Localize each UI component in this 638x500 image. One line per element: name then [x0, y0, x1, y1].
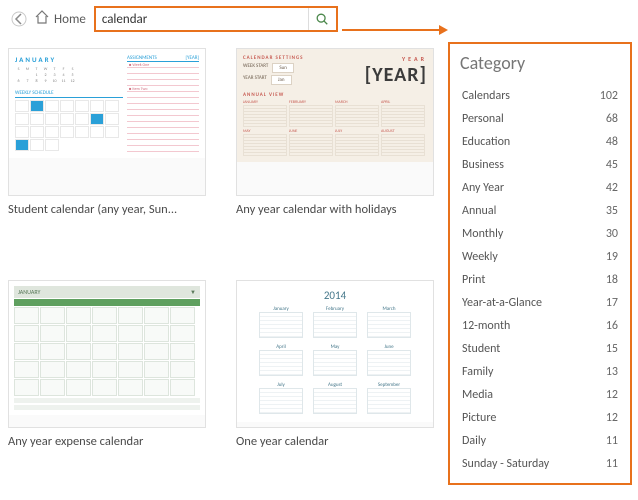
template-thumbnail: JANUARY▼ [8, 280, 206, 428]
thumb-settings: CALENDAR SETTINGS [243, 55, 304, 61]
search-box [94, 6, 338, 32]
category-name: Weekly [462, 250, 498, 264]
category-count: 30 [606, 227, 618, 241]
category-item[interactable]: Business 45 [460, 153, 620, 176]
category-name: Sunday - Saturday [462, 457, 549, 471]
thumb-section: WEEKLY SCHEDULE [15, 90, 123, 98]
back-button[interactable] [8, 8, 30, 30]
thumb-month: JANUARY [18, 288, 40, 296]
category-count: 42 [606, 181, 618, 195]
category-item[interactable]: Print 18 [460, 268, 620, 291]
category-name: Picture [462, 411, 496, 425]
thumb-wkstart: WEEK START [243, 63, 268, 73]
thumb-month: JANUARY [15, 55, 123, 64]
template-item[interactable]: 2014 January February March April May Ju… [236, 280, 434, 486]
thumb-year-b: [YEAR] [365, 63, 427, 87]
annotation-arrow [342, 29, 440, 31]
back-arrow-icon [11, 11, 27, 27]
home-icon[interactable] [34, 9, 50, 29]
category-count: 16 [606, 319, 618, 333]
thumb-year: 2014 [251, 289, 419, 302]
category-count: 18 [606, 273, 618, 287]
category-item[interactable]: Media 12 [460, 383, 620, 406]
thumb-assign: ASSIGNMENTS [127, 55, 157, 61]
category-count: 15 [606, 342, 618, 356]
category-count: 11 [606, 434, 618, 448]
category-count: 35 [606, 204, 618, 218]
category-item[interactable]: Sunday - Saturday 11 [460, 452, 620, 475]
template-item[interactable]: JANUARY SMTWTFS 12345 6789101112 WEEKLY … [8, 48, 206, 254]
category-title: Category [460, 52, 620, 74]
template-gallery: JANUARY SMTWTFS 12345 6789101112 WEEKLY … [8, 42, 438, 485]
template-label: Student calendar (any year, Sun... [8, 202, 206, 217]
category-count: 17 [606, 296, 618, 310]
search-input[interactable] [96, 12, 308, 27]
category-name: Student [462, 342, 500, 356]
category-count: 12 [606, 411, 618, 425]
category-item[interactable]: Personal 68 [460, 107, 620, 130]
category-name: Personal [462, 112, 504, 126]
category-name: Education [462, 135, 510, 149]
category-name: Monthly [462, 227, 503, 241]
template-label: Any year expense calendar [8, 434, 206, 449]
search-button[interactable] [308, 8, 336, 30]
category-item[interactable]: Daily 11 [460, 429, 620, 452]
category-item[interactable]: Calendars 102 [460, 84, 620, 107]
template-thumbnail: CALENDAR SETTINGS WEEK STARTSun YEAR STA… [236, 48, 434, 196]
template-item[interactable]: JANUARY▼ Any year expense calendar [8, 280, 206, 486]
category-name: Business [462, 158, 504, 172]
category-item[interactable]: Family 13 [460, 360, 620, 383]
search-icon [315, 12, 329, 26]
category-name: 12-month [462, 319, 510, 333]
category-item[interactable]: Weekly 19 [460, 245, 620, 268]
category-item[interactable]: Monthly 30 [460, 222, 620, 245]
category-list: Calendars 102 Personal 68 Education 48 Busines… [460, 84, 620, 475]
category-count: 68 [606, 112, 618, 126]
category-item[interactable]: 12-month 16 [460, 314, 620, 337]
category-item[interactable]: Picture 12 [460, 406, 620, 429]
template-label: One year calendar [236, 434, 434, 449]
category-name: Annual [462, 204, 496, 218]
category-count: 13 [606, 365, 618, 379]
category-name: Daily [462, 434, 486, 448]
category-count: 12 [606, 388, 618, 402]
category-item[interactable]: Year-at-a-Glance 17 [460, 291, 620, 314]
thumb-year-s: YEAR [365, 55, 427, 63]
category-item[interactable]: Student 15 [460, 337, 620, 360]
thumb-yrstart: YEAR START [243, 75, 267, 85]
template-thumbnail: JANUARY SMTWTFS 12345 6789101112 WEEKLY … [8, 48, 206, 196]
template-thumbnail: 2014 January February March April May Ju… [236, 280, 434, 428]
category-name: Media [462, 388, 493, 402]
category-count: 45 [606, 158, 618, 172]
category-count: 48 [606, 135, 618, 149]
category-name: Year-at-a-Glance [462, 296, 542, 310]
category-name: Print [462, 273, 485, 287]
category-name: Any Year [462, 181, 504, 195]
template-label: Any year calendar with holidays [236, 202, 434, 217]
category-count: 19 [606, 250, 618, 264]
category-panel: Category Calendars 102 Personal 68 Education… [448, 42, 632, 485]
template-item[interactable]: CALENDAR SETTINGS WEEK STARTSun YEAR STA… [236, 48, 434, 254]
category-count: 11 [606, 457, 618, 471]
category-item[interactable]: Any Year 42 [460, 176, 620, 199]
category-item[interactable]: Education 48 [460, 130, 620, 153]
category-name: Family [462, 365, 493, 379]
category-count: 102 [600, 89, 618, 103]
category-item[interactable]: Annual 35 [460, 199, 620, 222]
thumb-annual: ANNUAL VIEW [243, 92, 427, 98]
home-label[interactable]: Home [54, 12, 86, 27]
thumb-year: [YEAR] [186, 55, 200, 61]
category-name: Calendars [462, 89, 510, 103]
